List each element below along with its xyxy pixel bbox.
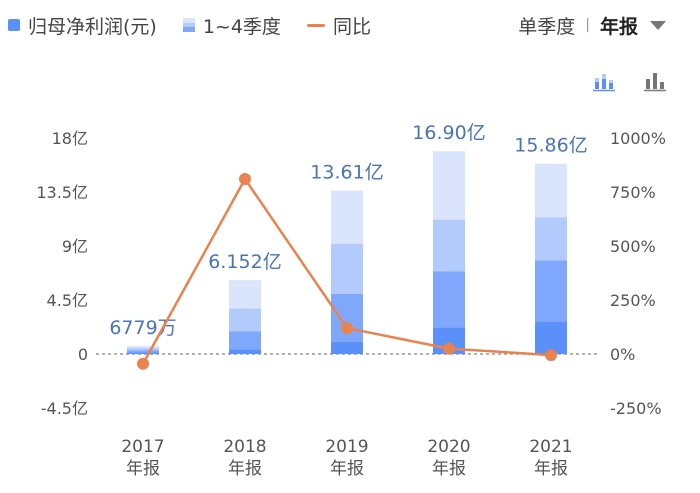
bar-segment-q2 [535, 260, 567, 322]
bar-segment-q3 [433, 219, 465, 272]
annual-option[interactable]: 年报 [599, 15, 638, 38]
right-axis-tick-label: 500% [610, 237, 656, 256]
bar-segment-q4 [433, 151, 465, 220]
legend-yoy[interactable]: 同比 [306, 12, 371, 39]
right-axis-tick-label: 750% [610, 183, 656, 202]
category-label: 2020 [427, 437, 470, 457]
left-axis-tick-label: -4.5亿 [41, 399, 88, 418]
bar-segment-q3 [127, 348, 159, 351]
bar-segment-q4 [127, 345, 159, 348]
category-label: 2019 [325, 437, 368, 457]
bar-segment-q1 [535, 321, 567, 354]
bar-segment-q3 [535, 217, 567, 261]
category-label: 2018 [223, 437, 266, 457]
bar-segment-q4 [331, 190, 363, 244]
bar-segment-q4 [229, 280, 261, 309]
bar-value-label: 15.86亿 [514, 135, 587, 157]
bar-segment-q2 [127, 350, 159, 353]
left-axis-tick-label: 9亿 [62, 237, 88, 256]
legend-quarters[interactable]: 1~4季度 [182, 12, 281, 39]
legend-net-profit-label: 归母净利润(元) [28, 15, 157, 38]
bar-segment-q2 [331, 294, 363, 342]
bar-segment-q1 [127, 352, 159, 354]
column-chart-icon[interactable] [643, 70, 667, 92]
bar-value-label: 13.61亿 [310, 162, 383, 184]
quarters-swatch-icon [182, 18, 195, 33]
bar-segment-q2 [229, 331, 261, 350]
legend-quarters-label: 1~4季度 [202, 15, 281, 38]
chevron-down-icon[interactable] [650, 21, 666, 30]
right-axis-tick-label: 250% [610, 291, 656, 310]
stacked-bar-icon[interactable] [592, 70, 616, 92]
legend: 归母净利润(元) 1~4季度 同比 [8, 10, 397, 40]
single-quarter-option[interactable]: 单季度 [518, 15, 576, 38]
left-axis-tick-label: 0 [78, 345, 88, 364]
switch-separator: | [585, 17, 590, 33]
bar-segment-q1 [229, 349, 261, 354]
category-label: 2021 [529, 437, 572, 457]
legend-net-profit[interactable]: 归母净利润(元) [8, 12, 157, 39]
bar-segment-q4 [535, 163, 567, 218]
bar-segment-q3 [229, 308, 261, 332]
yoy-point [443, 342, 455, 355]
bar-segment-q1 [331, 342, 363, 354]
left-axis-tick-label: 13.5亿 [36, 183, 88, 202]
bar-segment-q3 [331, 243, 363, 294]
right-axis-tick-label: -250% [610, 399, 662, 418]
yoy-point [137, 357, 149, 370]
yoy-point [239, 173, 251, 186]
category-label: 2017 [121, 437, 164, 457]
legend-yoy-label: 同比 [332, 15, 371, 38]
category-sublabel: 年报 [228, 459, 262, 479]
category-sublabel: 年报 [534, 459, 568, 479]
left-axis-tick-label: 18亿 [52, 129, 88, 148]
right-axis-tick-label: 1000% [610, 129, 666, 148]
category-sublabel: 年报 [126, 459, 160, 479]
category-sublabel: 年报 [432, 459, 466, 479]
bar-segment-q2 [433, 271, 465, 328]
left-axis-tick-label: 4.5亿 [47, 291, 88, 310]
bar-value-label: 16.90亿 [412, 122, 485, 144]
yoy-line-swatch-icon [306, 23, 325, 27]
category-sublabel: 年报 [330, 459, 364, 479]
yoy-point [341, 322, 353, 335]
bar-value-label: 6.152亿 [208, 251, 281, 273]
yoy-point [545, 349, 557, 362]
net-profit-swatch-icon [8, 19, 20, 31]
right-axis-tick-label: 0% [610, 345, 635, 364]
period-switch: 单季度 | 年报 [518, 10, 638, 40]
